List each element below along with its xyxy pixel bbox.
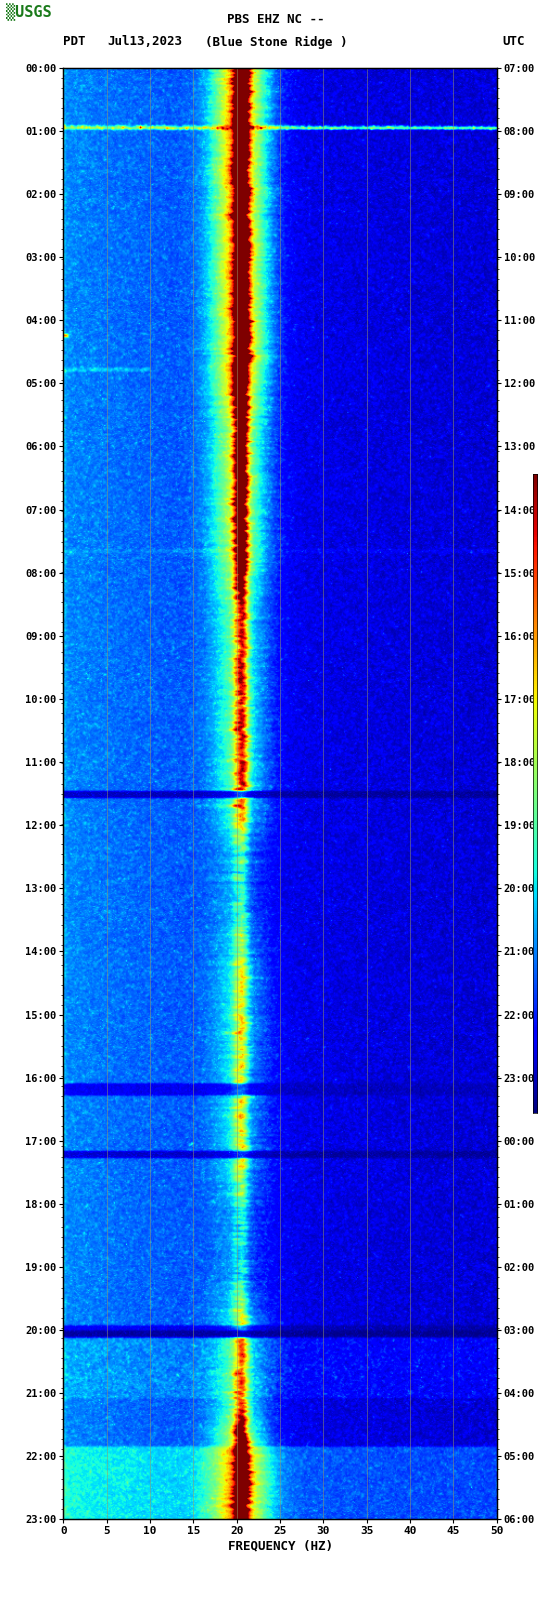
Text: PBS EHZ NC --: PBS EHZ NC -- (227, 13, 325, 26)
X-axis label: FREQUENCY (HZ): FREQUENCY (HZ) (227, 1539, 333, 1552)
Text: (Blue Stone Ridge ): (Blue Stone Ridge ) (205, 35, 347, 48)
Text: PDT: PDT (63, 35, 86, 48)
Text: Jul13,2023: Jul13,2023 (108, 35, 183, 48)
Text: ▒USGS: ▒USGS (6, 3, 51, 21)
Text: UTC: UTC (502, 35, 525, 48)
